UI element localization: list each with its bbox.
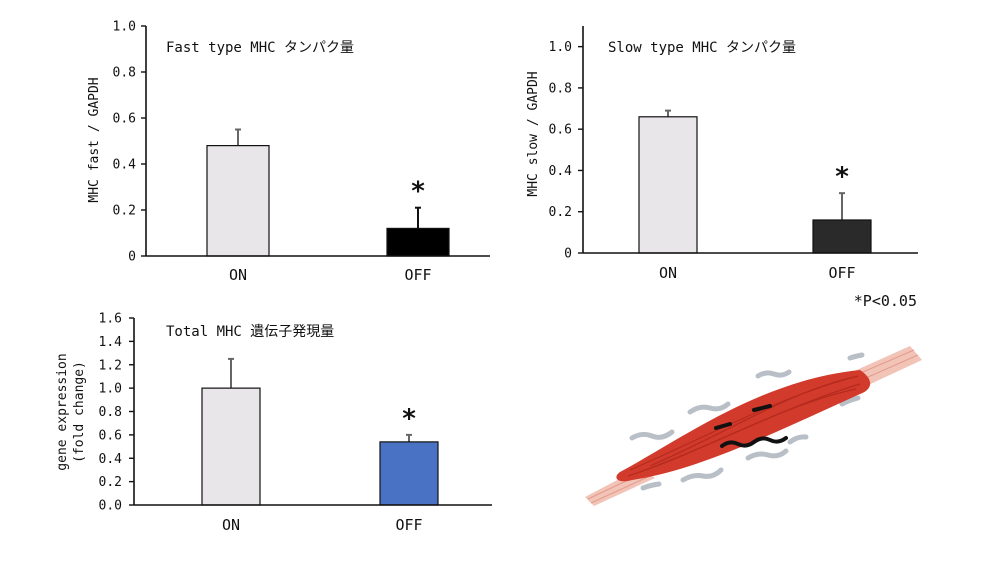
chart-title: Fast type MHC タンパク量 — [166, 40, 354, 56]
muscle-striations — [627, 375, 861, 477]
y-tick-label: 0.0 — [99, 499, 122, 514]
y-tick-label: 1.0 — [99, 382, 122, 397]
y-tick-labels: 0 0.2 0.4 0.6 0.8 1.0 — [113, 20, 146, 265]
bar-off — [386, 227, 450, 257]
muscle-face-icon — [714, 404, 788, 448]
x-tick-label: ON — [229, 266, 247, 284]
y-tick-label: 0.8 — [549, 81, 572, 96]
y-tick-label: 0.4 — [549, 164, 573, 179]
x-tick-label: OFF — [828, 264, 855, 282]
y-tick-label: 0.2 — [99, 475, 122, 490]
bar-on — [206, 145, 270, 257]
significance-star: * — [411, 177, 425, 207]
chart-title: Total MHC 遺伝子発現量 — [166, 324, 334, 340]
bars: ON OFF * — [638, 109, 872, 282]
y-tick-labels: 0 0.2 0.4 0.6 0.8 1.0 — [549, 40, 583, 262]
y-axis-label: MHC fast / GAPDH — [87, 77, 102, 202]
y-tick-label: 1.4 — [99, 335, 123, 350]
y-tick-label: 1.0 — [113, 20, 136, 35]
y-tick-label: 0 — [564, 247, 572, 262]
y-tick-label: 0 — [128, 250, 136, 265]
chart-title: Slow type MHC タンパク量 — [608, 40, 796, 56]
significance-footnote: *P<0.05 — [854, 292, 917, 310]
y-axis-label: MHC slow / GAPDH — [526, 71, 541, 196]
bar-on — [638, 116, 698, 254]
y-tick-label: 0.2 — [113, 204, 136, 219]
y-tick-label: 0.8 — [113, 66, 136, 81]
y-tick-label: 0.4 — [113, 158, 137, 173]
tendon-fibers — [587, 349, 919, 504]
muscle-belly — [616, 370, 871, 482]
y-tick-label: 0.2 — [549, 205, 572, 220]
bar-on — [201, 387, 261, 506]
significance-star: * — [402, 404, 416, 434]
bars: ON OFF * — [201, 357, 439, 534]
y-tick-label: 1.6 — [99, 312, 122, 327]
bars: ON OFF * — [206, 128, 450, 284]
y-tick-label: 0.6 — [549, 123, 572, 138]
x-tick-label: ON — [659, 264, 677, 282]
y-tick-label: 1.2 — [99, 358, 122, 373]
y-tick-label: 1.0 — [549, 40, 572, 55]
chart-slow-mhc: Slow type MHC タンパク量 MHC slow / GAPDH 0 0.… — [526, 26, 918, 282]
bar-off — [812, 219, 872, 254]
y-axis-label-line2: (fold change) — [72, 361, 87, 463]
bar-off — [379, 441, 439, 506]
y-tick-label: 0.6 — [99, 428, 122, 443]
chart-fast-mhc: Fast type MHC タンパク量 MHC fast / GAPDH 0 0.… — [87, 20, 490, 284]
x-tick-label: OFF — [395, 516, 422, 534]
x-tick-label: OFF — [404, 266, 431, 284]
y-axis-label-line1: gene expression — [55, 353, 70, 470]
x-tick-label: ON — [222, 516, 240, 534]
y-tick-label: 0.8 — [99, 405, 122, 420]
tendon-right — [852, 346, 922, 388]
muscle-fiber-icon — [585, 346, 922, 506]
chart-total-mhc: Total MHC 遺伝子発現量 gene expression (fold c… — [55, 312, 492, 534]
y-tick-label: 0.6 — [113, 112, 136, 127]
y-tick-label: 0.4 — [99, 452, 123, 467]
y-tick-labels: 0.0 0.2 0.4 0.6 0.8 1.0 1.2 1.4 1.6 — [99, 312, 134, 514]
significance-star: * — [835, 162, 849, 192]
motion-lines-icon — [629, 352, 865, 491]
